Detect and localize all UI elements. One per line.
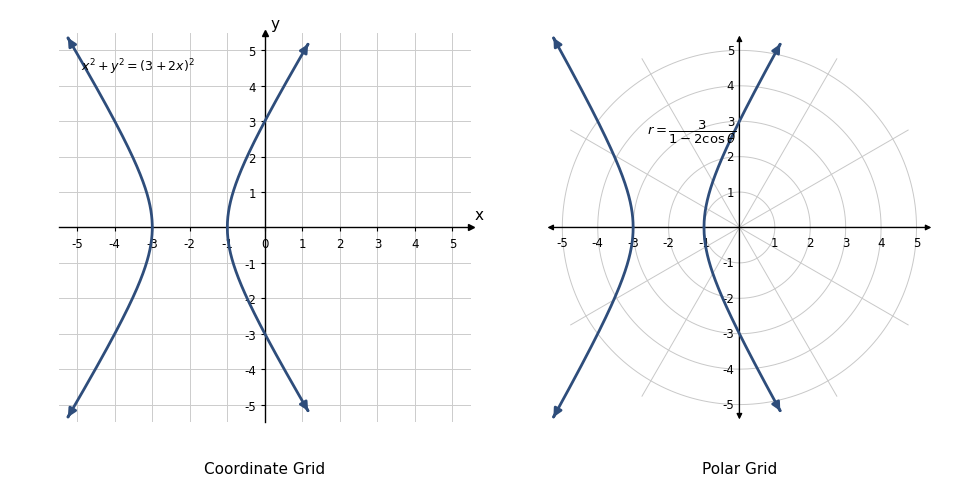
Text: 4: 4 xyxy=(726,80,734,93)
Text: $x^2 + y^2 = (3 + 2x)^2$: $x^2 + y^2 = (3 + 2x)^2$ xyxy=(81,58,195,77)
Text: -3: -3 xyxy=(627,237,639,250)
Text: 5: 5 xyxy=(913,237,920,250)
Text: 1: 1 xyxy=(771,237,779,250)
Text: 3: 3 xyxy=(842,237,849,250)
Text: -4: -4 xyxy=(722,363,734,376)
Text: $r = \dfrac{3}{1 - 2\cos\theta}$: $r = \dfrac{3}{1 - 2\cos\theta}$ xyxy=(647,119,737,146)
Text: -1: -1 xyxy=(722,257,734,270)
Text: 2: 2 xyxy=(806,237,814,250)
Text: 4: 4 xyxy=(878,237,885,250)
Text: -4: -4 xyxy=(592,237,604,250)
Text: Coordinate Grid: Coordinate Grid xyxy=(205,461,326,476)
Text: -2: -2 xyxy=(663,237,675,250)
Text: -5: -5 xyxy=(557,237,568,250)
Text: x: x xyxy=(475,208,484,223)
Text: -3: -3 xyxy=(722,327,734,340)
Text: -1: -1 xyxy=(698,237,710,250)
Text: Polar Grid: Polar Grid xyxy=(702,461,777,476)
Text: 5: 5 xyxy=(726,45,734,58)
Text: -2: -2 xyxy=(722,292,734,305)
Text: y: y xyxy=(270,17,280,32)
Text: 3: 3 xyxy=(726,116,734,129)
Text: 2: 2 xyxy=(726,151,734,164)
Text: -5: -5 xyxy=(722,398,734,411)
Text: 1: 1 xyxy=(726,186,734,199)
